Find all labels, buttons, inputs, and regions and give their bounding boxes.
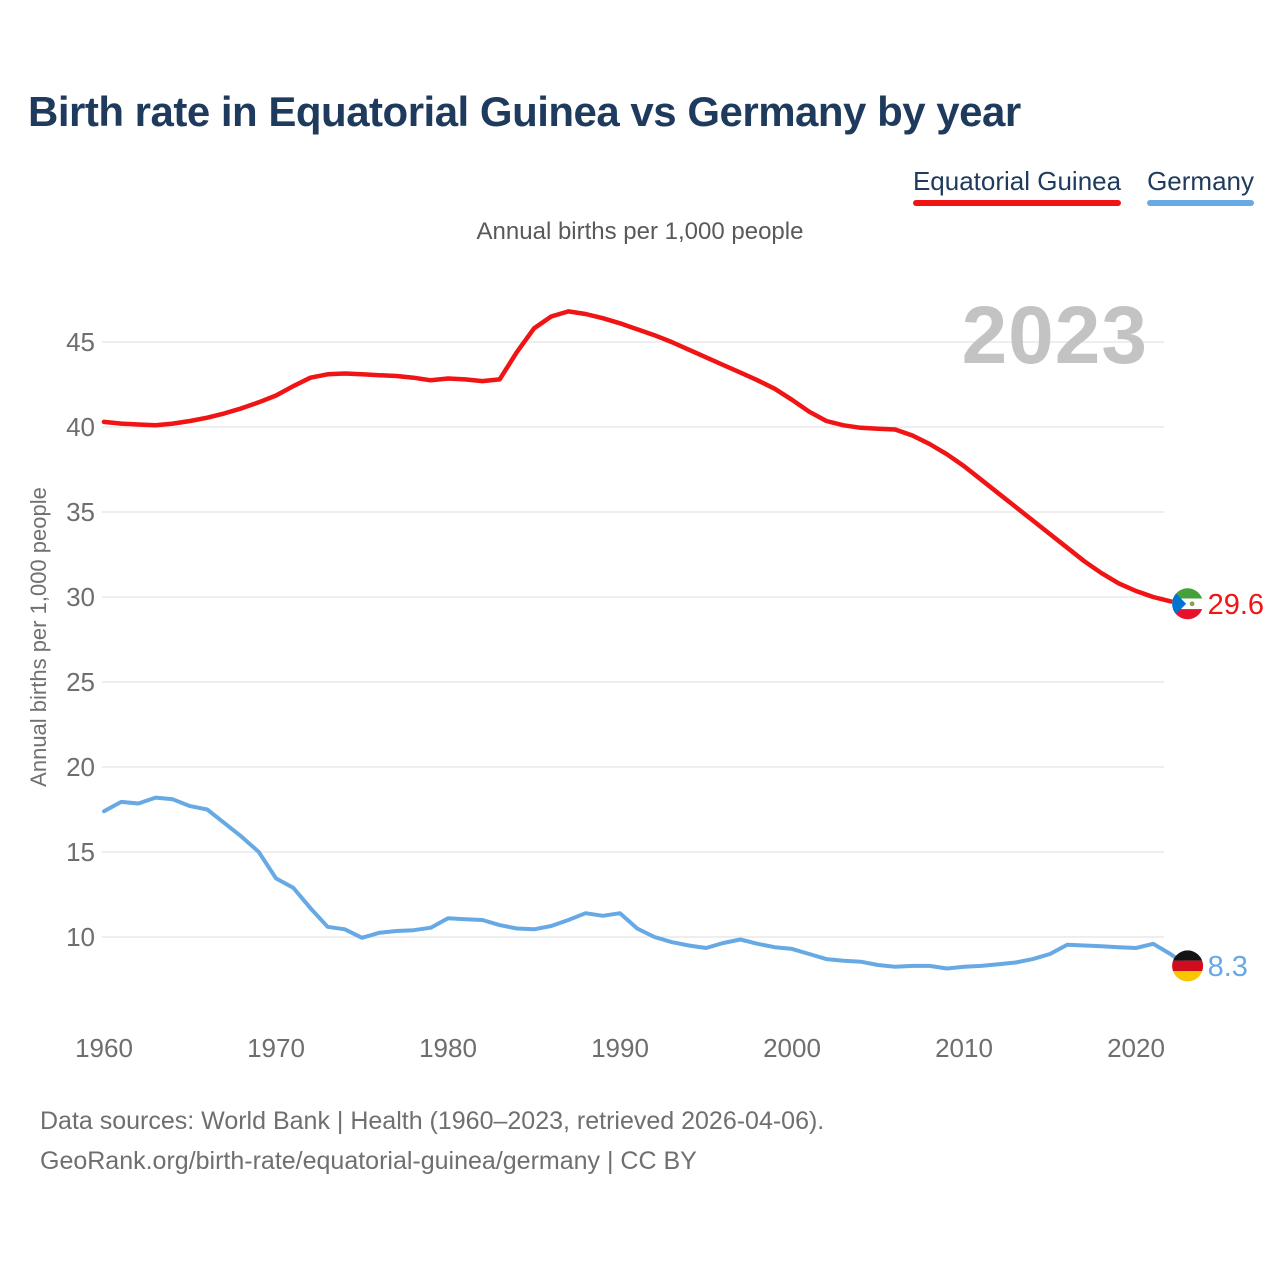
equatorial-guinea-flag-icon bbox=[1172, 588, 1204, 620]
germany-flag-icon bbox=[1172, 950, 1204, 982]
y-tick-label: 25 bbox=[66, 667, 95, 697]
footer-link-line: GeoRank.org/birth-rate/equatorial-guinea… bbox=[40, 1147, 697, 1175]
legend-label: Germany bbox=[1147, 166, 1254, 196]
y-axis-title: Annual births per 1,000 people bbox=[26, 487, 51, 787]
legend: Equatorial Guinea Germany bbox=[912, 166, 1254, 206]
gridlines bbox=[102, 341, 1164, 938]
chart-subtitle: Annual births per 1,000 people bbox=[476, 218, 804, 245]
legend-label: Equatorial Guinea bbox=[912, 166, 1122, 196]
x-tick-label: 1970 bbox=[247, 1033, 305, 1063]
x-tick-label: 2010 bbox=[935, 1033, 993, 1063]
x-tick-label: 1980 bbox=[419, 1033, 477, 1063]
x-tick-label: 1990 bbox=[591, 1033, 649, 1063]
y-tick-label: 20 bbox=[66, 752, 95, 782]
y-tick-label: 30 bbox=[66, 582, 95, 612]
y-tick-label: 10 bbox=[66, 922, 95, 952]
footer-sources-line: Data sources: World Bank | Health (1960–… bbox=[40, 1107, 825, 1135]
end-value-label-germany: 8.3 bbox=[1208, 951, 1248, 983]
series-line-germany[interactable] bbox=[102, 795, 1190, 971]
end-value-label-equatorial-guinea: 29.6 bbox=[1208, 589, 1264, 621]
page-title: Birth rate in Equatorial Guinea vs Germa… bbox=[28, 88, 1021, 135]
y-tick-label: 35 bbox=[66, 497, 95, 527]
legend-item-equatorial-guinea[interactable]: Equatorial Guinea bbox=[912, 166, 1122, 206]
y-tick-label: 45 bbox=[66, 327, 95, 357]
x-tick-label: 1960 bbox=[75, 1033, 133, 1063]
legend-item-germany[interactable]: Germany bbox=[1147, 166, 1254, 206]
x-tick-label: 2020 bbox=[1107, 1033, 1165, 1063]
series-line-equatorial-guinea[interactable] bbox=[101, 309, 1190, 607]
x-axis-tick-labels: 1960 1970 1980 1990 2000 2010 2020 bbox=[75, 1033, 1165, 1063]
y-tick-label: 15 bbox=[66, 837, 95, 867]
legend-underline-red bbox=[912, 200, 1122, 206]
footer: Data sources: World Bank | Health (1960–… bbox=[40, 1101, 824, 1181]
year-watermark: 2023 bbox=[962, 290, 1148, 381]
y-axis-tick-labels: 45 40 35 30 25 20 15 10 bbox=[66, 327, 95, 952]
y-tick-label: 40 bbox=[66, 412, 95, 442]
x-tick-label: 2000 bbox=[763, 1033, 821, 1063]
legend-underline-blue bbox=[1147, 200, 1254, 206]
